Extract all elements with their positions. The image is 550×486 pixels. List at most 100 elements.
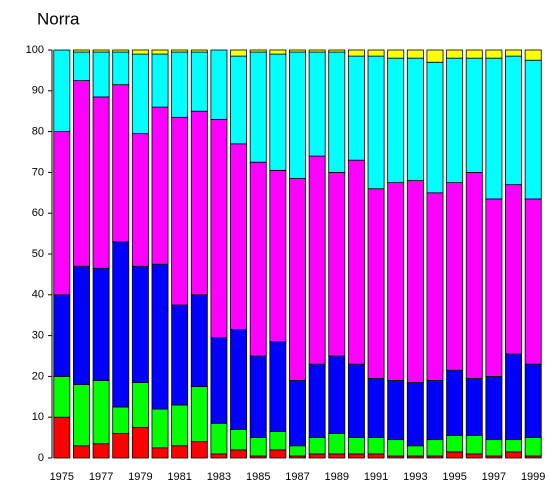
bar-segment: [328, 51, 346, 173]
bar-segment: [446, 369, 464, 436]
bar-segment: [190, 294, 208, 387]
bar-segment: [347, 159, 365, 365]
bar-segment: [210, 453, 228, 459]
y-tick-label: 80: [32, 126, 44, 138]
bar-segment: [387, 380, 405, 441]
bar-segment: [190, 441, 208, 459]
bar-segment: [485, 57, 503, 200]
y-tick-label: 30: [32, 330, 44, 342]
bar-segment: [347, 55, 365, 161]
bar-segment: [328, 433, 346, 455]
x-tick-label: 1975: [50, 471, 74, 483]
bar-segment: [406, 57, 424, 181]
bar-segment: [367, 188, 385, 379]
bar-segment: [171, 445, 189, 459]
bar-segment: [289, 445, 306, 457]
bar-segment: [465, 57, 483, 173]
bar-segment: [53, 416, 71, 459]
bar-segment: [131, 49, 149, 55]
bar-segment: [505, 353, 522, 441]
bar-segment: [73, 49, 90, 53]
bar-segment: [328, 355, 346, 434]
bar-segment: [524, 59, 542, 200]
bar-segment: [230, 329, 248, 430]
bar-segment: [53, 375, 71, 418]
bar-segment: [73, 445, 90, 459]
bar-segment: [505, 439, 522, 453]
x-tick-label: 1977: [89, 471, 113, 483]
bar-segment: [446, 182, 464, 371]
bar-segment: [367, 437, 385, 455]
bar-segment: [524, 363, 542, 439]
bar-segment: [210, 49, 228, 120]
bar-segment: [190, 386, 208, 443]
bar-segment: [289, 51, 306, 179]
y-tick-label: 40: [32, 289, 44, 301]
y-tick-label: 10: [32, 411, 44, 423]
bar-segment: [505, 451, 522, 459]
bar-segment: [446, 49, 464, 59]
bar-segment: [524, 49, 542, 61]
x-tick-label: 1981: [167, 471, 191, 483]
bar-segment: [308, 51, 326, 157]
bar-segment: [328, 453, 346, 459]
bar-segment: [92, 443, 110, 459]
bar-segment: [347, 453, 365, 459]
bar-segment: [249, 49, 267, 53]
y-tick-label: 100: [26, 44, 44, 56]
bar-segment: [269, 53, 287, 171]
bar-segment: [53, 49, 71, 132]
bar-segment: [249, 161, 267, 357]
y-tick-label: 20: [32, 370, 44, 382]
y-tick-label: 50: [32, 248, 44, 260]
bar-segment: [171, 304, 189, 406]
bar-segment: [465, 453, 483, 459]
bar-segment: [367, 453, 385, 459]
bar-segment: [524, 198, 542, 365]
bar-segment: [465, 435, 483, 455]
bar-segment: [269, 431, 287, 451]
x-tick-label: 1985: [246, 471, 270, 483]
bar-segment: [406, 180, 424, 383]
chart-title: Norra: [37, 9, 80, 28]
bar-segment: [131, 133, 149, 267]
bar-segment: [406, 382, 424, 447]
bar-segment: [92, 49, 110, 53]
bar-segment: [53, 131, 71, 296]
bar-segment: [347, 363, 365, 439]
bar-segment: [347, 49, 365, 57]
bar-segment: [289, 380, 306, 447]
bar-segment: [210, 422, 228, 455]
bar-segment: [112, 84, 130, 243]
bar-segment: [230, 429, 248, 451]
bar-segment: [92, 380, 110, 445]
bar-segment: [269, 49, 287, 55]
bar-segment: [131, 265, 149, 383]
bar-segment: [426, 380, 444, 441]
bar-segment: [465, 378, 483, 436]
bar-segment: [465, 49, 483, 59]
bar-segment: [387, 57, 405, 184]
bar-segment: [308, 437, 326, 455]
bar-segment: [112, 406, 130, 434]
bar-segment: [230, 143, 248, 330]
bar-segment: [249, 437, 267, 457]
bar-segment: [230, 49, 248, 57]
bar-segment: [112, 49, 130, 53]
bar-segment: [151, 53, 169, 108]
bar-segment: [426, 61, 444, 194]
bar-segment: [151, 263, 169, 410]
bar-segment: [210, 118, 228, 339]
bar-segment: [190, 49, 208, 53]
bar-segment: [406, 445, 424, 457]
bar-segment: [53, 294, 71, 377]
x-tick-label: 1987: [285, 471, 309, 483]
bar-segment: [269, 449, 287, 459]
bar-segment: [151, 49, 169, 55]
bar-segment: [249, 355, 267, 438]
x-tick-label: 1995: [442, 471, 466, 483]
y-tick-label: 70: [32, 166, 44, 178]
x-tick-label: 1989: [325, 471, 349, 483]
bar-segment: [249, 51, 267, 163]
